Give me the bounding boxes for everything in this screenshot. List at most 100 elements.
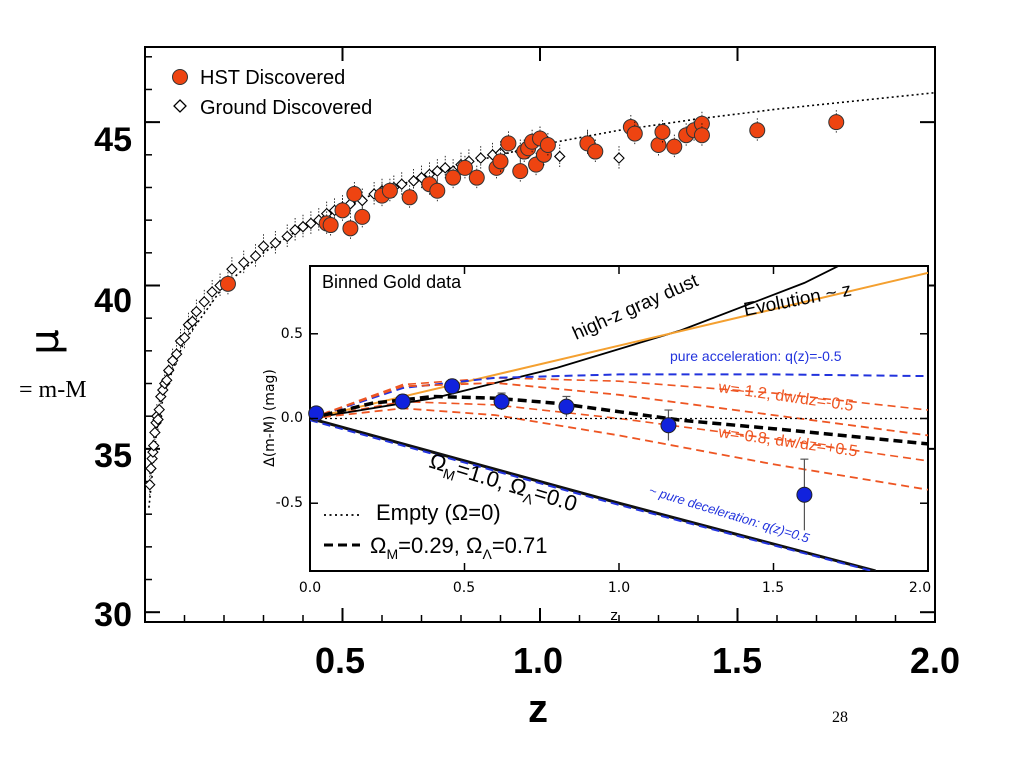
inset-x-tick-label: 0.5 <box>453 580 475 596</box>
ground-point <box>395 178 408 190</box>
inset-y-tick-label: 0.5 <box>281 326 303 342</box>
annotation-pure-acceleration: pure acceleration: q(z)=-0.5 <box>670 348 842 364</box>
ground-point <box>249 250 262 262</box>
inset-x-axis-label: z <box>610 608 617 624</box>
ground-point <box>160 374 173 387</box>
hst-point <box>693 127 710 144</box>
x-tick-label: 0.5 <box>315 640 365 681</box>
inset-title: Binned Gold data <box>322 272 462 292</box>
legend-hst-label: HST Discovered <box>200 67 345 89</box>
ground-point <box>439 162 451 174</box>
legend-ground-marker <box>173 99 187 113</box>
hst-point <box>401 189 418 206</box>
inset-curve-1 <box>310 271 928 420</box>
inset-x-tick-label: 2.0 <box>909 580 931 596</box>
ground-point <box>147 439 160 452</box>
x-tick-label: 1.0 <box>513 640 563 681</box>
hst-point <box>429 182 446 199</box>
x-tick-label: 1.5 <box>712 640 762 681</box>
ground-point <box>178 331 191 344</box>
hst-point <box>354 208 371 225</box>
w-model-branch <box>310 400 928 462</box>
y-axis-definition: = m-M <box>19 377 87 403</box>
inset-ticks <box>310 266 928 571</box>
page-number: 28 <box>832 709 848 726</box>
inset-curve-0 <box>310 266 841 420</box>
inset-x-tick-label: 1.5 <box>762 580 784 596</box>
ground-point <box>145 462 157 475</box>
ground-point <box>149 426 161 439</box>
hst-point <box>512 163 529 180</box>
hst-point <box>500 135 517 152</box>
hst-point <box>492 153 509 170</box>
ground-point <box>257 240 270 253</box>
y-axis-label: μ <box>22 329 68 354</box>
legend-ground-label: Ground Discovered <box>200 97 372 119</box>
hst-point <box>381 182 398 199</box>
inset-model-curves <box>310 266 928 571</box>
inset-curve-2 <box>310 373 928 420</box>
hst-point <box>626 125 643 142</box>
ground-point <box>297 220 309 233</box>
inset-curve-3 <box>310 381 928 437</box>
ground-point <box>237 256 250 269</box>
ground-point <box>553 150 566 163</box>
hst-point <box>322 217 339 234</box>
inset-x-tick-label: 0.0 <box>299 580 321 596</box>
hst-point <box>587 143 604 160</box>
hst-point <box>654 123 671 140</box>
x-axis-label: z <box>528 687 548 731</box>
binned-point <box>394 393 411 410</box>
hst-point <box>666 138 683 155</box>
legend-hst-marker <box>172 69 188 85</box>
hst-point <box>219 275 236 292</box>
binned-point <box>308 405 325 422</box>
ground-point <box>613 152 625 164</box>
inset-x-tick-label: 1.0 <box>608 580 630 596</box>
ground-point <box>431 165 444 177</box>
ground-point <box>152 413 164 426</box>
inset-curve-4 <box>310 407 928 491</box>
hst-discovered-series <box>219 110 845 296</box>
y-tick-label: 30 <box>94 596 132 634</box>
y-tick-label: 35 <box>94 437 132 475</box>
ground-point <box>143 479 156 491</box>
ground-point <box>198 296 211 308</box>
hst-point <box>539 137 556 154</box>
ground-point <box>474 152 487 164</box>
ground-point <box>206 286 218 298</box>
main-x-ticks <box>183 47 897 622</box>
ground-point <box>162 364 175 377</box>
hst-point <box>456 159 473 176</box>
hst-point <box>342 220 359 237</box>
main-y-ticks <box>145 56 935 614</box>
ground-point <box>289 224 301 236</box>
binned-point <box>660 417 677 434</box>
hst-point <box>334 202 351 219</box>
inset-curve-6 <box>310 417 876 571</box>
main-legend: HST Discovered Ground Discovered <box>172 67 372 119</box>
omega-subscript: M <box>441 465 457 484</box>
ground-point <box>153 403 165 416</box>
ground-point <box>281 230 293 243</box>
y-tick-label: 45 <box>94 121 132 159</box>
binned-point <box>796 486 813 503</box>
hst-point <box>749 122 766 139</box>
omega-symbol: Ω <box>427 448 450 477</box>
hst-point <box>468 169 485 186</box>
ground-point <box>305 217 317 230</box>
inset-curve-7 <box>310 419 877 571</box>
ground-point <box>226 263 238 275</box>
binned-point <box>444 378 461 395</box>
legend-empty-label: Empty (Ω=0) <box>376 500 501 525</box>
ground-point <box>269 237 282 249</box>
legend-lcdm-label: ΩM=0.29, ΩΛ=0.71 <box>370 533 548 562</box>
hst-point <box>828 114 845 131</box>
inset-curve-5 <box>310 394 928 446</box>
hst-point <box>346 186 363 203</box>
inset-y-tick-label: -0.5 <box>276 495 303 511</box>
hst-point <box>445 169 462 186</box>
inset-binned-points <box>308 378 813 531</box>
binned-point <box>558 398 575 415</box>
